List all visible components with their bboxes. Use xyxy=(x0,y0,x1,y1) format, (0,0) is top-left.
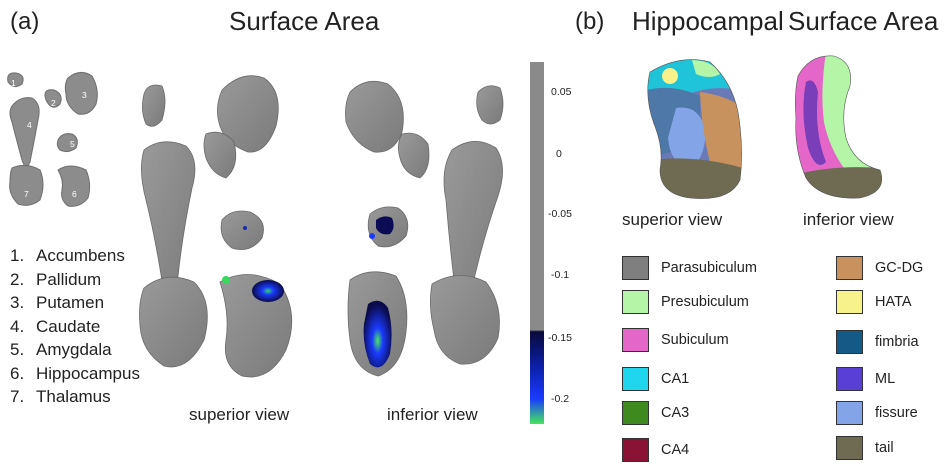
superior-hippocampus-effect-spot xyxy=(222,276,230,284)
superior-accumbens-shape xyxy=(142,84,166,127)
panel-a-inferior-view-label: inferior view xyxy=(387,405,478,424)
legend-swatch xyxy=(622,290,649,314)
panel-a-title: Surface Area xyxy=(229,6,380,36)
superior-pallidum-shape xyxy=(203,131,237,179)
legend-swatch xyxy=(836,401,863,425)
key-number-7: 7 xyxy=(24,189,29,199)
key-accumbens-shape xyxy=(7,72,24,88)
inferior-thalamus-shape xyxy=(430,275,500,365)
region-item: 2. Pallidum xyxy=(10,269,102,289)
panel-b-title-second: Surface Area xyxy=(788,6,939,36)
inferior-putamen-shape xyxy=(345,80,404,153)
panel-b-superior-view-label: superior view xyxy=(622,210,723,229)
region-item: 7. Thalamus xyxy=(10,387,111,406)
panel-b-inferior-view-label: inferior view xyxy=(803,210,894,229)
region-item: 4. Caudate xyxy=(10,316,101,336)
key-number-5: 5 xyxy=(70,139,75,149)
colorbar-tick-label: -0.05 xyxy=(548,208,572,220)
structure-key-diagram: 1 2 3 4 5 6 7 xyxy=(7,72,98,207)
inferior-view-structures xyxy=(345,80,504,377)
region-item: 6. Hippocampus xyxy=(10,363,140,383)
key-thalamus-shape xyxy=(9,164,44,206)
panel-a-superior-view-label: superior view xyxy=(189,405,290,424)
legend-swatch xyxy=(836,436,863,460)
panel-b-title-first: Hippocampal xyxy=(632,6,784,36)
superior-amygdala-effect-spot xyxy=(243,226,247,230)
inferior-pallidum-shape xyxy=(398,132,430,179)
colorbar-tick-label: 0.05 xyxy=(551,86,572,98)
key-caudate-shape xyxy=(9,97,40,167)
legend-item-fissure: fissure xyxy=(836,400,918,426)
panel-b-label: (b) xyxy=(575,8,605,35)
superior-hippocampus-effect-cluster xyxy=(252,280,284,302)
region-item: 3. Putamen xyxy=(10,293,105,312)
region-item: 1. Accumbens xyxy=(10,246,125,265)
inferior-accumbens-shape xyxy=(476,85,504,125)
legend-item-ca3: CA3 xyxy=(622,400,689,426)
legend-item-ml: ML xyxy=(836,366,895,392)
superior-view-structures xyxy=(139,75,293,378)
legend-item-fimbria: fimbria xyxy=(836,329,919,355)
key-number-1: 1 xyxy=(11,78,16,88)
key-number-6: 6 xyxy=(72,189,77,199)
key-hippocampus-shape xyxy=(57,165,91,207)
hippocampus-inferior-render xyxy=(795,55,883,199)
colorbar xyxy=(530,62,544,424)
region-item: 5. Amygdala xyxy=(10,340,112,359)
superior-thalamus-shape xyxy=(139,276,208,368)
legend-swatch xyxy=(622,438,649,462)
legend-item-parasubiculum: Parasubiculum xyxy=(622,255,757,281)
colorbar-tick-label: -0.15 xyxy=(548,332,572,344)
key-number-3: 3 xyxy=(82,90,87,100)
legend-swatch xyxy=(836,256,863,280)
legend-item-ca4: CA4 xyxy=(622,437,689,463)
hippocampus-superior-render xyxy=(647,59,742,199)
legend-swatch xyxy=(622,328,649,352)
key-amygdala-shape xyxy=(56,133,78,153)
key-number-4: 4 xyxy=(27,120,32,130)
legend-swatch xyxy=(622,256,649,280)
legend-swatch xyxy=(836,330,863,354)
legend-item-gc-dg: GC-DG xyxy=(836,255,923,281)
legend-swatch xyxy=(622,401,649,425)
inferior-amygdala-effect-spot xyxy=(369,233,375,239)
key-putamen-shape xyxy=(64,72,98,115)
inferior-amygdala-effect-cluster xyxy=(376,216,394,235)
colorbar-gradient xyxy=(530,62,544,424)
legend-item-ca1: CA1 xyxy=(622,366,689,392)
colorbar-tick-label: 0 xyxy=(556,148,562,160)
legend-item-hata: HATA xyxy=(836,289,912,315)
legend-swatch xyxy=(622,367,649,391)
colorbar-tick-label: -0.1 xyxy=(551,269,570,281)
region-list: 1. Accumbens 2. Pallidum 3. Putamen 4. Cauda… xyxy=(10,244,140,409)
superior-amygdala-shape xyxy=(220,210,264,251)
legend-item-tail: tail xyxy=(836,435,894,461)
superior-putamen-shape xyxy=(217,75,279,153)
legend-item-presubiculum: Presubiculum xyxy=(622,289,749,315)
legend-swatch xyxy=(836,290,863,314)
inferior-hippocampus-effect-cluster xyxy=(363,300,392,368)
panel-a-label: (a) xyxy=(10,8,40,35)
key-number-2: 2 xyxy=(51,98,56,108)
legend-item-subiculum: Subiculum xyxy=(622,327,729,353)
key-pallidum-shape xyxy=(44,89,62,108)
colorbar-tick-label: -0.2 xyxy=(551,393,570,405)
legend-swatch xyxy=(836,367,863,391)
